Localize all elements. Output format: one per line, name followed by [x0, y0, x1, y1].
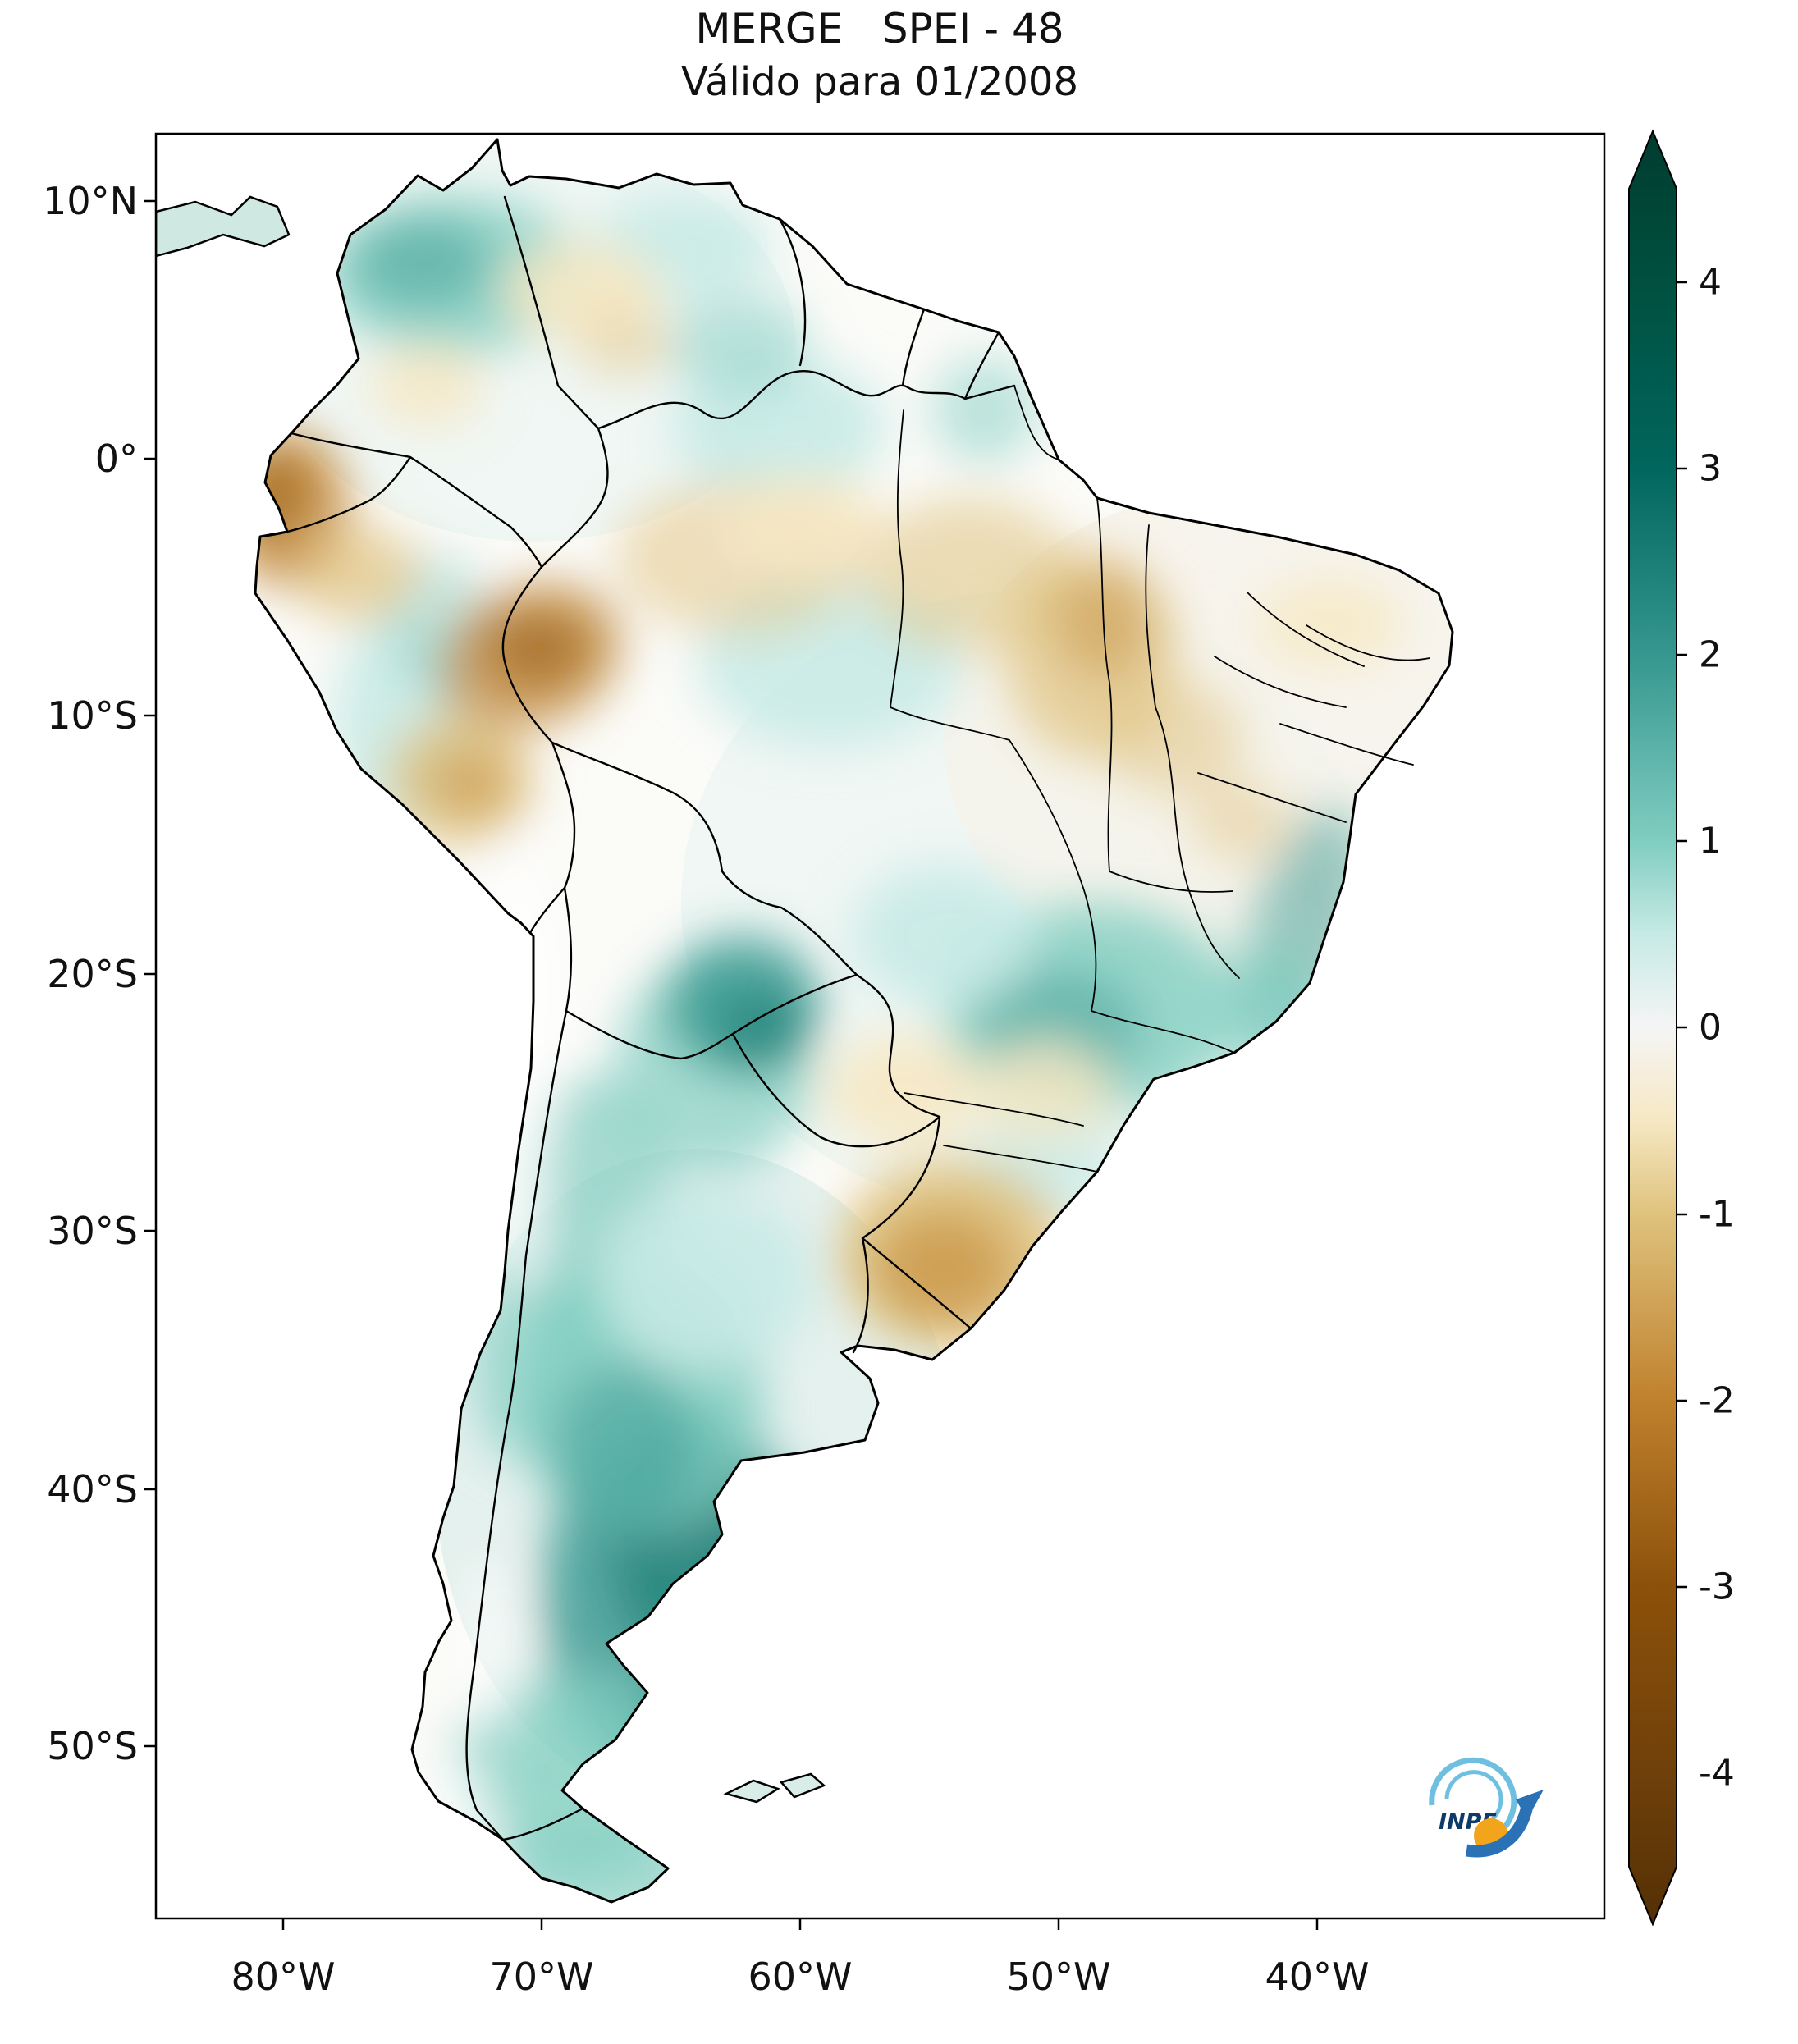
colorbar-tick-label: -2	[1699, 1380, 1735, 1422]
inpe-logo: INPE	[1429, 1757, 1544, 1858]
y-tick-label: 0°	[95, 437, 138, 481]
chart-subtitle: Válido para 01/2008	[681, 59, 1078, 105]
colorbar-tick-label: 1	[1699, 821, 1722, 862]
colorbar-tick-label: 0	[1699, 1007, 1722, 1049]
colorbar-gradient	[1628, 129, 1677, 1927]
y-tick-label: 30°S	[47, 1209, 138, 1253]
x-tick-label: 80°W	[231, 1955, 335, 1999]
x-tick-label: 50°W	[1006, 1955, 1110, 1999]
x-axis-labels: 80°W 70°W 60°W 50°W 40°W	[231, 1955, 1369, 1999]
x-tick-label: 60°W	[748, 1955, 852, 1999]
logo-blue-arrowhead-icon	[1516, 1790, 1544, 1819]
logo-swirl-outer	[1429, 1757, 1517, 1842]
colorbar-tick-label: -4	[1699, 1753, 1735, 1795]
x-tick-label: 70°W	[489, 1955, 593, 1999]
y-tick-label: 40°S	[47, 1467, 138, 1511]
x-tick-label: 40°W	[1265, 1955, 1369, 1999]
colorbar-tick-label: 4	[1699, 262, 1722, 304]
colorbar-tick-label: 2	[1699, 634, 1722, 676]
state-borders	[890, 385, 1430, 1173]
logo-swirl-inner	[1444, 1770, 1503, 1827]
colorbar-tick-label: 3	[1699, 448, 1722, 490]
y-tick-label: 10°S	[47, 693, 138, 738]
colorbar-ticks	[1677, 281, 1687, 1589]
falkland-islands	[723, 1772, 826, 1804]
panama-coast	[156, 195, 291, 258]
y-tick-label: 10°N	[43, 179, 138, 223]
colorbar-labels: 4 3 2 1 0 -1 -2 -3 -4	[1699, 262, 1735, 1795]
logo-blue-arrow-icon	[1465, 1804, 1534, 1858]
y-tick-label: 20°S	[47, 952, 138, 996]
x-axis-ticks	[281, 1918, 1319, 1930]
y-axis-ticks	[144, 199, 156, 1748]
plot-frame	[154, 132, 1606, 1920]
chart-title: MERGE SPEI - 48	[695, 5, 1064, 53]
country-borders	[258, 195, 1016, 1841]
y-tick-label: 50°S	[47, 1724, 138, 1768]
map-plot	[156, 134, 1604, 1918]
colorbar-tick-label: -1	[1699, 1194, 1735, 1236]
y-axis-labels: 10°N 0° 10°S 20°S 30°S 40°S 50°S	[43, 179, 138, 1768]
colorbar: 4 3 2 1 0 -1 -2 -3 -4	[1628, 129, 1735, 1927]
colorbar-tick-label: -3	[1699, 1566, 1735, 1608]
